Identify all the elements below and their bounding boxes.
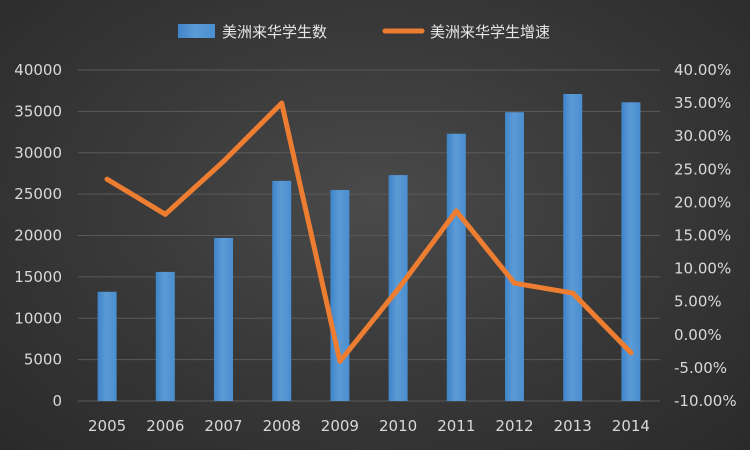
x-tick-label: 2013 [554,417,592,435]
right-tick-label: 10.00% [674,260,731,278]
left-tick-label: 15000 [14,268,62,286]
growth-point-2007 [221,158,226,164]
right-tick-label: 5.00% [674,293,722,311]
growth-point-2012 [512,280,517,286]
right-tick-label: 35.00% [674,94,731,112]
x-tick-label: 2011 [437,417,475,435]
bar-2011 [446,133,466,401]
right-axis-ticks: -10.00% -5.00% 0.00% 5.00% 10.00% 15.00% 20.00… [674,61,737,410]
x-tick-label: 2009 [321,417,359,435]
growth-point-2006 [162,211,168,217]
bar-2008 [272,180,292,401]
right-tick-label: -10.00% [674,392,737,410]
right-tick-label: 20.00% [674,193,731,211]
bar-2005 [97,291,117,401]
x-axis-ticks: 2005 2006 2007 2008 2009 2010 2011 2012 2013 2014 [88,417,650,435]
line-series [104,100,634,364]
legend-label-growth: 美洲来华学生增速 [430,23,550,41]
left-tick-label: 5000 [24,351,62,369]
growth-point-2013 [570,290,576,296]
growth-point-2005 [104,176,110,182]
left-tick-label: 0 [52,392,62,410]
left-tick-label: 10000 [14,309,62,327]
right-tick-label: 15.00% [674,227,731,245]
left-tick-label: 35000 [14,102,62,120]
bar-2006 [155,271,175,401]
x-tick-label: 2012 [495,417,533,435]
x-tick-label: 2014 [612,417,650,435]
left-tick-label: 25000 [14,185,62,203]
growth-point-2010 [395,286,401,292]
left-tick-label: 40000 [14,61,62,79]
right-tick-label: 30.00% [674,127,731,145]
x-tick-label: 2007 [204,417,242,435]
bar-2009 [330,189,350,401]
legend-bar-swatch [178,24,215,38]
growth-point-2011 [453,208,459,214]
legend: 美洲来华学生数 美洲来华学生增速 [178,23,550,41]
right-tick-label: 0.00% [674,326,722,344]
x-tick-label: 2005 [88,417,126,435]
x-tick-label: 2006 [146,417,184,435]
growth-point-2014 [628,350,634,356]
right-tick-label: 40.00% [674,61,731,79]
legend-label-students: 美洲来华学生数 [222,23,327,41]
growth-point-2009 [337,358,343,364]
bar-2012 [505,112,524,401]
growth-point-2008 [279,100,285,106]
growth-rate-line [104,100,634,364]
x-tick-label: 2008 [263,417,301,435]
bar-2007 [214,237,233,401]
left-axis-ticks: 0 5000 10000 15000 20000 25000 30000 35000 40000 [14,61,62,410]
right-tick-label: 25.00% [674,160,731,178]
gridlines [78,69,660,402]
left-tick-label: 30000 [14,144,62,162]
bar-2013 [563,93,583,401]
left-tick-label: 20000 [14,227,62,245]
bar-series [97,93,641,402]
x-tick-label: 2010 [379,417,417,435]
bar-2014 [621,102,641,402]
right-tick-label: -5.00% [674,359,727,377]
